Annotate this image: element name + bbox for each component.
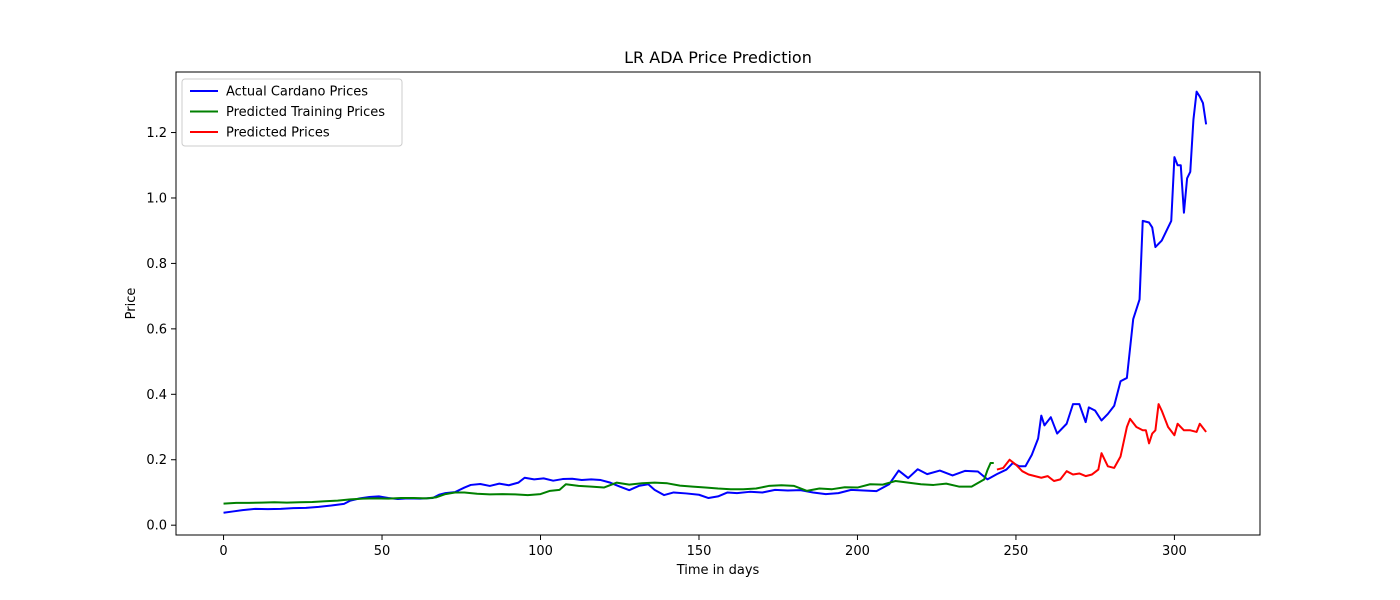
y-tick-label: 0.2 xyxy=(146,453,167,468)
legend-box xyxy=(181,78,403,147)
y-tick-label: 0.0 xyxy=(146,519,167,534)
x-tick-label: 300 xyxy=(1162,544,1187,559)
plot-area xyxy=(175,71,1261,536)
x-axis: 0 50 100 150 200 250 300 xyxy=(219,535,1187,559)
x-tick-label: 100 xyxy=(528,544,553,559)
y-tick-label: 1.0 xyxy=(146,191,167,206)
legend-label: Predicted Prices xyxy=(226,126,330,141)
series-line-3 xyxy=(996,403,1207,483)
x-tick-label: 200 xyxy=(845,544,870,559)
y-tick-label: 0.8 xyxy=(146,257,167,272)
y-tick-label: 1.2 xyxy=(146,126,167,141)
x-tick-label: 50 xyxy=(374,544,391,559)
legend-label: Predicted Training Prices xyxy=(226,105,385,120)
x-axis-label: Time in days xyxy=(676,563,760,578)
plot-frame xyxy=(175,71,1261,536)
x-tick-label: 150 xyxy=(687,544,712,559)
y-axis-label: Price xyxy=(124,288,139,320)
series-line-2 xyxy=(223,462,994,505)
x-tick-label: 250 xyxy=(1004,544,1029,559)
y-tick-label: 0.6 xyxy=(146,322,167,337)
y-tick-label: 0.4 xyxy=(146,388,167,403)
chart-title: LR ADA Price Prediction xyxy=(624,48,812,67)
x-tick-label: 0 xyxy=(219,544,227,559)
y-axis: 0.0 0.2 0.4 0.6 0.8 1.0 1.2 xyxy=(146,126,176,534)
legend-label: Actual Cardano Prices xyxy=(226,85,368,100)
legend: Actual Cardano Prices Predicted Training … xyxy=(181,78,403,147)
